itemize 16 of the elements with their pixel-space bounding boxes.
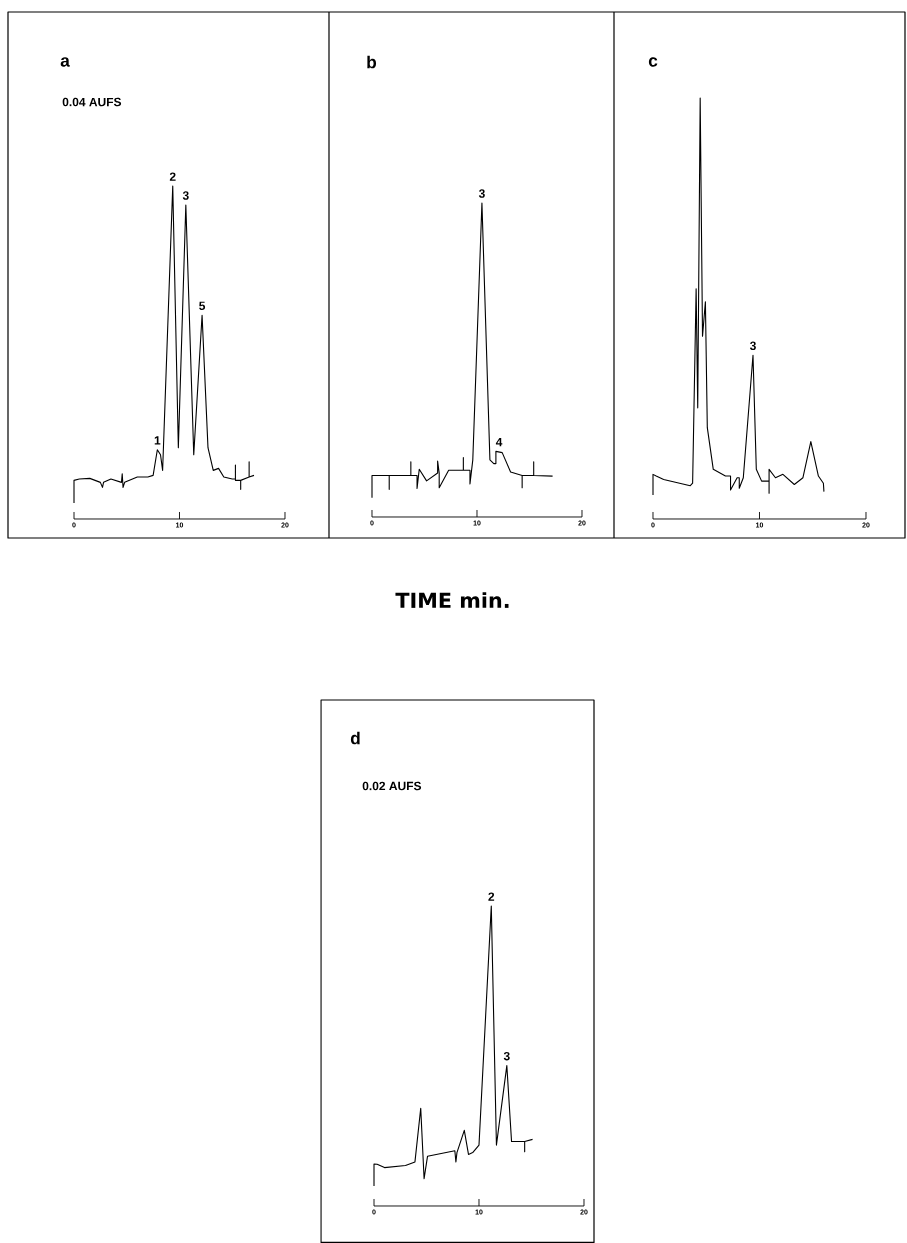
annotation: 3 — [478, 189, 485, 198]
x-axis-title: TIME min. — [395, 592, 509, 608]
annotation: 3 — [182, 191, 189, 200]
text: 0.02 AUFS — [362, 781, 422, 791]
annotation: 3 — [749, 341, 756, 351]
annotation: 4 — [495, 437, 503, 447]
chart-title: b — [367, 55, 377, 69]
annotation: 5 — [199, 301, 206, 310]
chart-title: d — [350, 731, 360, 745]
annotation: 2 — [169, 172, 176, 181]
chart-title: a — [60, 57, 70, 67]
annotation: 3 — [503, 1051, 510, 1061]
annotation: 1 — [154, 436, 161, 445]
text: 0.04 AUFS — [62, 97, 122, 107]
annotation: 2 — [488, 892, 495, 901]
chart-title: c — [648, 57, 658, 67]
